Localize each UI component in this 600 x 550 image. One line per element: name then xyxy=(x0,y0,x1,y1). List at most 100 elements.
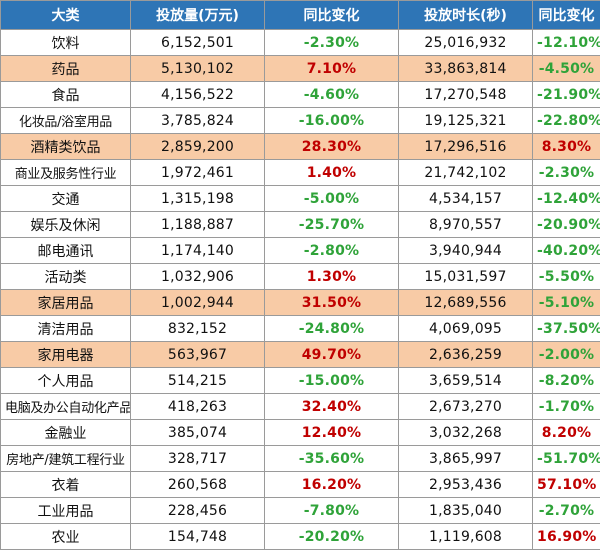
cell-spend: 1,315,198 xyxy=(131,186,265,212)
cell-spend-change: -2.30% xyxy=(265,30,399,56)
cell-duration-change: -2.70% xyxy=(533,498,600,524)
cell-spend: 154,748 xyxy=(131,524,265,550)
cell-category: 酒精类饮品 xyxy=(1,134,131,160)
cell-duration: 2,636,259 xyxy=(399,342,533,368)
cell-spend-change: 7.10% xyxy=(265,56,399,82)
cell-category: 邮电通讯 xyxy=(1,238,131,264)
table-header: 大类 投放量(万元) 同比变化 投放时长(秒) 同比变化 xyxy=(1,1,600,30)
cell-duration-change: 57.10% xyxy=(533,472,600,498)
cell-duration: 17,296,516 xyxy=(399,134,533,160)
cell-spend: 4,156,522 xyxy=(131,82,265,108)
header-row: 大类 投放量(万元) 同比变化 投放时长(秒) 同比变化 xyxy=(1,1,600,30)
cell-duration-change: -22.80% xyxy=(533,108,600,134)
cell-spend: 1,032,906 xyxy=(131,264,265,290)
cell-spend: 6,152,501 xyxy=(131,30,265,56)
cell-duration-change: -5.50% xyxy=(533,264,600,290)
cell-duration-change: -12.40% xyxy=(533,186,600,212)
cell-duration-change: -5.10% xyxy=(533,290,600,316)
cell-duration-change: -1.70% xyxy=(533,394,600,420)
cell-spend-change: -2.80% xyxy=(265,238,399,264)
cell-duration: 17,270,548 xyxy=(399,82,533,108)
cell-duration-change: -40.20% xyxy=(533,238,600,264)
cell-duration-change: -12.10% xyxy=(533,30,600,56)
cell-spend-change: -15.00% xyxy=(265,368,399,394)
cell-duration-change: -2.00% xyxy=(533,342,600,368)
cell-spend: 328,717 xyxy=(131,446,265,472)
cell-spend: 228,456 xyxy=(131,498,265,524)
cell-spend-change: 1.30% xyxy=(265,264,399,290)
cell-spend: 1,174,140 xyxy=(131,238,265,264)
cell-spend: 1,972,461 xyxy=(131,160,265,186)
header-duration-change: 同比变化 xyxy=(533,1,600,30)
cell-duration-change: -2.30% xyxy=(533,160,600,186)
cell-spend-change: -20.20% xyxy=(265,524,399,550)
cell-category: 商业及服务性行业 xyxy=(1,160,131,186)
cell-spend: 563,967 xyxy=(131,342,265,368)
cell-duration: 3,032,268 xyxy=(399,420,533,446)
cell-duration-change: -51.70% xyxy=(533,446,600,472)
cell-duration-change: -21.90% xyxy=(533,82,600,108)
cell-spend: 5,130,102 xyxy=(131,56,265,82)
cell-category: 农业 xyxy=(1,524,131,550)
cell-spend-change: -5.00% xyxy=(265,186,399,212)
cell-spend-change: -7.80% xyxy=(265,498,399,524)
cell-category: 清洁用品 xyxy=(1,316,131,342)
cell-duration-change: -4.50% xyxy=(533,56,600,82)
header-spend-change: 同比变化 xyxy=(265,1,399,30)
cell-duration-change: 16.90% xyxy=(533,524,600,550)
cell-duration: 15,031,597 xyxy=(399,264,533,290)
cell-duration: 1,835,040 xyxy=(399,498,533,524)
cell-spend-change: -16.00% xyxy=(265,108,399,134)
cell-spend: 2,859,200 xyxy=(131,134,265,160)
cell-spend-change: 28.30% xyxy=(265,134,399,160)
cell-duration-change: -20.90% xyxy=(533,212,600,238)
cell-category: 交通 xyxy=(1,186,131,212)
cell-spend-change: 1.40% xyxy=(265,160,399,186)
header-duration: 投放时长(秒) xyxy=(399,1,533,30)
cell-spend: 260,568 xyxy=(131,472,265,498)
cell-category: 家用电器 xyxy=(1,342,131,368)
cell-category: 金融业 xyxy=(1,420,131,446)
cell-duration: 33,863,814 xyxy=(399,56,533,82)
cell-spend: 385,074 xyxy=(131,420,265,446)
cell-spend-change: -24.80% xyxy=(265,316,399,342)
cell-duration: 2,673,270 xyxy=(399,394,533,420)
cell-spend: 514,215 xyxy=(131,368,265,394)
cell-spend-change: -4.60% xyxy=(265,82,399,108)
cell-spend: 1,002,944 xyxy=(131,290,265,316)
cell-duration: 21,742,102 xyxy=(399,160,533,186)
cell-category: 化妆品/浴室用品 xyxy=(1,108,131,134)
cell-category: 活动类 xyxy=(1,264,131,290)
cell-duration-change: -37.50% xyxy=(533,316,600,342)
cell-category: 家居用品 xyxy=(1,290,131,316)
cell-spend-change: 12.40% xyxy=(265,420,399,446)
cell-spend-change: 16.20% xyxy=(265,472,399,498)
cell-duration: 3,659,514 xyxy=(399,368,533,394)
cell-spend-change: 31.50% xyxy=(265,290,399,316)
cell-spend: 832,152 xyxy=(131,316,265,342)
cell-spend-change: -25.70% xyxy=(265,212,399,238)
header-category: 大类 xyxy=(1,1,131,30)
cell-spend-change: 49.70% xyxy=(265,342,399,368)
cell-duration: 2,953,436 xyxy=(399,472,533,498)
header-spend: 投放量(万元) xyxy=(131,1,265,30)
